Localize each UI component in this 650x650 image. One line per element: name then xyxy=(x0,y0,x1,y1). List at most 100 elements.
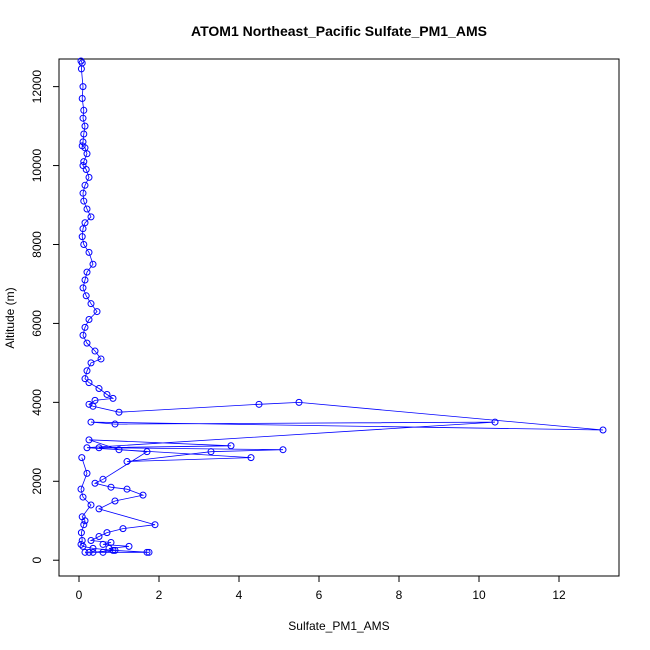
data-point xyxy=(87,536,95,544)
data-point xyxy=(81,144,89,152)
data-point xyxy=(95,444,103,452)
x-tick-label: 10 xyxy=(472,588,486,602)
data-point xyxy=(85,548,93,556)
data-point xyxy=(99,540,107,548)
data-point xyxy=(89,548,97,556)
data-point xyxy=(99,548,107,556)
data-point xyxy=(85,248,93,256)
data-point xyxy=(255,400,263,408)
x-tick-label: 2 xyxy=(156,588,163,602)
data-point xyxy=(83,268,91,276)
data-point xyxy=(83,469,91,477)
data-point xyxy=(85,315,93,323)
data-point xyxy=(111,420,119,428)
data-point xyxy=(143,448,151,456)
data-point xyxy=(279,446,287,454)
data-point xyxy=(80,521,88,529)
data-point xyxy=(81,276,89,284)
data-point xyxy=(87,418,95,426)
y-tick-label: 0 xyxy=(30,557,44,564)
y-tick-label: 6000 xyxy=(30,310,44,337)
data-point xyxy=(83,339,91,347)
data-point xyxy=(295,398,303,406)
y-tick-label: 10000 xyxy=(30,149,44,183)
data-point xyxy=(111,546,119,554)
data-point xyxy=(107,538,115,546)
data-point xyxy=(78,454,86,462)
data-point xyxy=(78,536,86,544)
x-tick-label: 12 xyxy=(552,588,566,602)
data-point xyxy=(80,106,88,114)
data-point xyxy=(78,94,86,102)
data-point xyxy=(139,491,147,499)
y-tick-label: 2000 xyxy=(30,468,44,495)
data-point xyxy=(151,521,159,529)
data-point xyxy=(109,394,117,402)
data-point xyxy=(80,197,88,205)
y-tick-label: 8000 xyxy=(30,231,44,258)
data-point xyxy=(77,540,85,548)
data-point xyxy=(82,166,90,174)
data-point xyxy=(83,444,91,452)
data-point xyxy=(125,542,133,550)
data-point xyxy=(80,158,88,166)
data-point xyxy=(80,130,88,138)
data-point xyxy=(79,189,87,197)
data-point xyxy=(145,548,153,556)
data-point xyxy=(93,308,101,316)
data-point xyxy=(79,83,87,91)
data-point xyxy=(89,544,97,552)
data-point xyxy=(79,331,87,339)
y-axis-label: Altitude (m) xyxy=(3,287,17,348)
data-point xyxy=(97,355,105,363)
data-point xyxy=(123,458,131,466)
data-point xyxy=(87,501,95,509)
x-tick-label: 6 xyxy=(316,588,323,602)
chart-title: ATOM1 Northeast_Pacific Sulfate_PM1_AMS xyxy=(191,23,487,39)
series-line xyxy=(80,60,604,553)
data-point xyxy=(79,138,87,146)
data-point xyxy=(79,114,87,122)
data-point xyxy=(85,436,93,444)
data-point xyxy=(103,390,111,398)
data-point xyxy=(87,359,95,367)
data-point xyxy=(82,292,90,300)
data-point xyxy=(99,475,107,483)
data-point xyxy=(77,485,85,493)
data-point xyxy=(103,529,111,537)
data-point xyxy=(119,525,127,533)
data-point xyxy=(91,347,99,355)
data-point xyxy=(81,375,89,383)
y-tick-label: 4000 xyxy=(30,389,44,416)
data-point xyxy=(83,150,91,158)
data-point xyxy=(95,533,103,541)
data-point xyxy=(91,479,99,487)
x-tick-label: 4 xyxy=(236,588,243,602)
data-point xyxy=(87,213,95,221)
data-point xyxy=(115,408,123,416)
data-point xyxy=(247,454,255,462)
data-point xyxy=(80,240,88,248)
data-point xyxy=(87,300,95,308)
data-point xyxy=(78,233,86,241)
data-point xyxy=(123,485,131,493)
data-point xyxy=(89,402,97,410)
data-point xyxy=(95,385,103,393)
data-point xyxy=(599,426,607,434)
data-point xyxy=(107,483,115,491)
data-point xyxy=(491,418,499,426)
data-point xyxy=(78,513,86,521)
data-point xyxy=(85,400,93,408)
data-point xyxy=(91,396,99,404)
data-point xyxy=(81,548,89,556)
data-points xyxy=(77,57,607,556)
x-axis: 0 2 4 6 8 10 12 xyxy=(76,575,566,602)
data-point xyxy=(207,448,215,456)
data-point xyxy=(81,323,89,331)
data-point xyxy=(85,379,93,387)
data-point xyxy=(79,493,87,501)
data-point xyxy=(105,544,113,552)
data-point xyxy=(81,181,89,189)
data-point xyxy=(77,529,85,537)
